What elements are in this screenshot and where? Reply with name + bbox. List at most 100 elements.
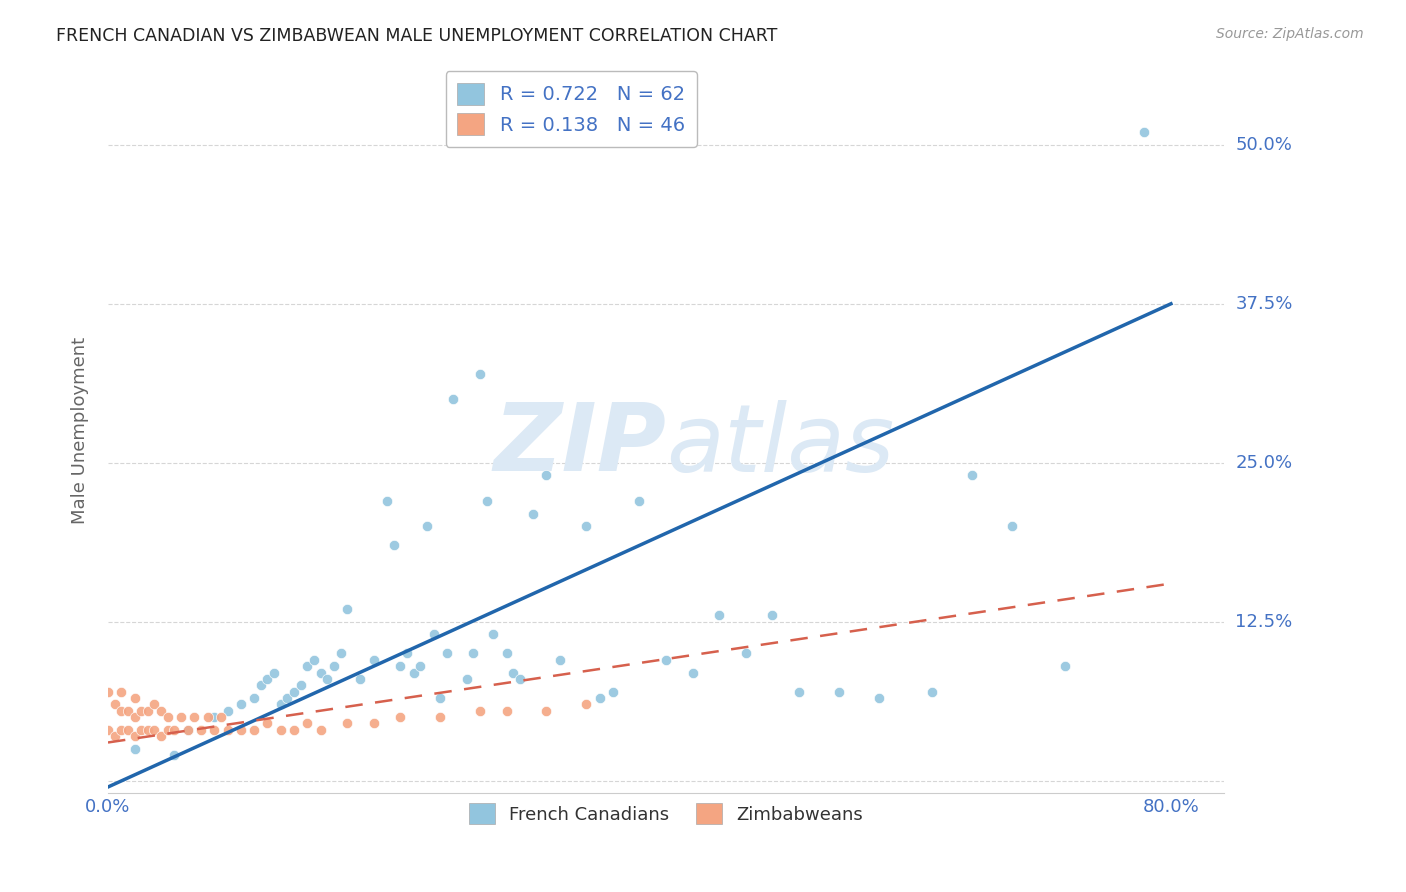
Point [297,659,319,673]
Point [143,723,166,737]
Point [436,647,458,661]
Point [202,710,225,724]
Point [143,698,166,712]
Point [395,647,418,661]
Point [416,519,439,533]
Point [150,729,173,743]
Point [124,742,146,756]
Point [575,698,598,712]
Point [183,710,205,724]
Text: Source: ZipAtlas.com: Source: ZipAtlas.com [1216,27,1364,41]
Point [302,653,325,667]
Point [536,468,558,483]
Text: FRENCH CANADIAN VS ZIMBABWEAN MALE UNEMPLOYMENT CORRELATION CHART: FRENCH CANADIAN VS ZIMBABWEAN MALE UNEMP… [56,27,778,45]
Point [217,723,239,737]
Point [104,698,127,712]
Point [163,723,186,737]
Point [443,392,465,406]
Point [117,723,139,737]
Point [921,684,943,698]
Point [129,704,152,718]
Point [709,608,731,623]
Point [363,716,385,731]
Point [129,723,152,737]
Point [734,647,756,661]
Point [156,723,179,737]
Point [190,723,212,737]
Point [110,723,132,737]
Point [270,723,292,737]
Point [104,729,127,743]
Point [495,704,517,718]
Point [482,627,505,641]
Point [124,729,146,743]
Point [375,494,398,508]
Point [456,672,478,686]
Point [290,678,312,692]
Point [429,690,451,705]
Point [283,723,305,737]
Point [628,494,651,508]
Point [256,672,278,686]
Point [548,653,571,667]
Y-axis label: Male Unemployment: Male Unemployment [72,337,89,524]
Point [177,723,200,737]
Point [463,647,485,661]
Point [163,748,186,763]
Point [322,659,344,673]
Point [389,659,412,673]
Point [868,690,890,705]
Point [177,723,200,737]
Point [283,684,305,698]
Point [828,684,851,698]
Point [110,704,132,718]
Text: 25.0%: 25.0% [1236,454,1292,472]
Point [495,647,517,661]
Point [297,716,319,731]
Point [509,672,531,686]
Point [309,723,332,737]
Point [429,710,451,724]
Point [243,723,266,737]
Point [409,659,432,673]
Point [1000,519,1022,533]
Point [602,684,624,698]
Point [256,716,278,731]
Text: atlas: atlas [666,400,894,491]
Point [402,665,425,680]
Point [124,690,146,705]
Point [217,704,239,718]
Text: 50.0%: 50.0% [1236,136,1292,153]
Point [575,519,598,533]
Point [270,698,292,712]
Text: 12.5%: 12.5% [1236,613,1292,631]
Point [336,716,359,731]
Point [136,704,159,718]
Point [229,723,252,737]
Point [522,507,544,521]
Point [1133,125,1156,139]
Point [363,653,385,667]
Point [389,710,412,724]
Point [336,602,359,616]
Point [1053,659,1076,673]
Point [97,684,120,698]
Point [682,665,704,680]
Point [422,627,444,641]
Point [468,367,491,381]
Point [316,672,339,686]
Point [97,723,120,737]
Point [761,608,783,623]
Point [209,710,232,724]
Point [960,468,983,483]
Point [117,704,139,718]
Text: ZIP: ZIP [494,400,666,491]
Point [263,665,285,680]
Point [136,723,159,737]
Legend: French Canadians, Zimbabweans: French Canadians, Zimbabweans [458,792,873,835]
Point [124,710,146,724]
Point [110,684,132,698]
Point [309,665,332,680]
Point [787,684,810,698]
Point [197,710,219,724]
